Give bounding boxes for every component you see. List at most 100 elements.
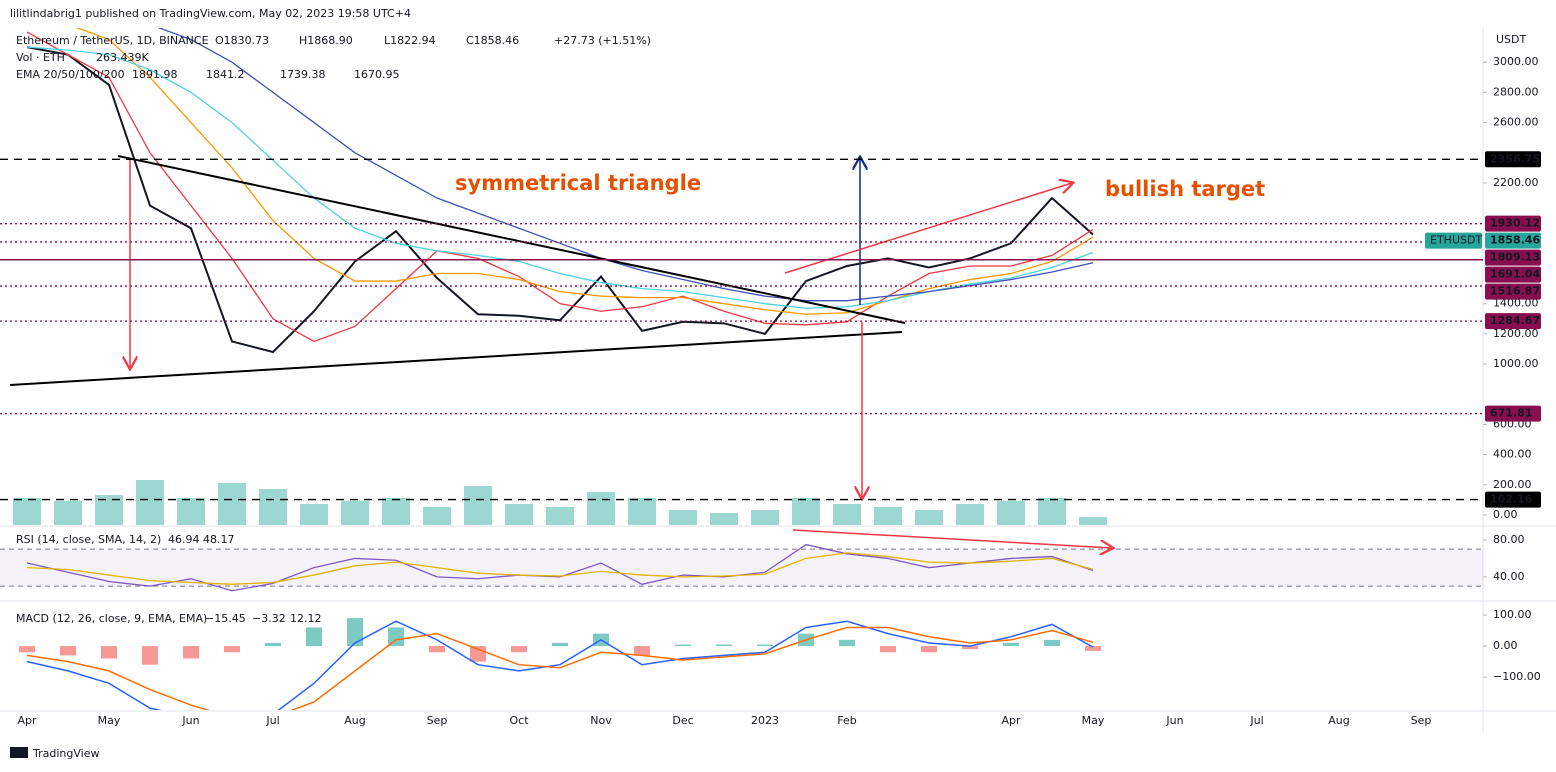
- y-tick-label: 2200.00: [1493, 176, 1539, 189]
- histogram-bar: [757, 644, 773, 647]
- x-tick-label: Jul: [265, 714, 279, 727]
- x-tick-label: Aug: [1328, 714, 1349, 727]
- x-tick-label: Apr: [1001, 714, 1021, 727]
- trend-line: [117, 155, 906, 324]
- volume-bar: [13, 498, 41, 525]
- volume-bar: [218, 483, 246, 525]
- volume-bar: [546, 507, 574, 525]
- ema-title: EMA 20/50/100/200: [16, 68, 125, 81]
- ema-value: 1670.95: [354, 68, 400, 81]
- volume-bar: [710, 513, 738, 525]
- brand: TradingView: [32, 747, 99, 760]
- signal-line: [26, 626, 1094, 710]
- ohlc: H1868.90: [299, 34, 353, 47]
- volume-bar: [956, 504, 984, 525]
- price-label-box: [1485, 215, 1541, 232]
- y-tick-label: 0.00: [1493, 639, 1518, 652]
- price-label-box: [1485, 283, 1541, 300]
- rsi-value: 48.17: [203, 533, 235, 546]
- macd-value: 12.12: [290, 612, 322, 625]
- histogram-bar: [224, 646, 240, 653]
- volume-title: Vol · ETH: [16, 51, 65, 64]
- volume-bar: [997, 501, 1025, 525]
- y-tick-label: 2600.00: [1493, 116, 1539, 129]
- volume-bar: [341, 501, 369, 525]
- histogram-bar: [19, 646, 35, 653]
- volume-bar: [505, 504, 533, 525]
- histogram-bar: [388, 627, 404, 647]
- x-tick-label: Sep: [427, 714, 448, 727]
- price-pane: [13, 28, 1107, 525]
- x-tick-label: Dec: [672, 714, 693, 727]
- annotation: symmetrical triangle: [455, 171, 701, 195]
- price-label-box: [1485, 405, 1541, 422]
- rsi-sma-line: [26, 552, 1094, 585]
- histogram-bar: [552, 642, 568, 647]
- histogram-bar: [1085, 646, 1101, 651]
- histogram-bar: [962, 646, 978, 650]
- histogram-bar: [142, 646, 158, 665]
- macd-title: MACD (12, 26, close, 9, EMA, EMA): [16, 612, 207, 625]
- y-tick-label: 1000.00: [1493, 357, 1539, 370]
- logo: [10, 747, 28, 758]
- histogram-bar: [839, 639, 855, 647]
- ema-line: [26, 31, 1094, 343]
- price-line: [26, 46, 1094, 354]
- y-tick-label: 200.00: [1493, 478, 1532, 491]
- macd-value: −15.45: [205, 612, 246, 625]
- macd-pane: [19, 618, 1101, 710]
- price-label: 1809.13: [1490, 251, 1540, 264]
- histogram-bar: [265, 642, 281, 647]
- ema-value: 1891.98: [132, 68, 178, 81]
- symbol-title: Ethereum / TetherUS, 1D, BINANCE: [16, 34, 209, 47]
- histogram-bar: [1003, 642, 1019, 647]
- y-tick-label: −100.00: [1493, 670, 1541, 683]
- volume-bar: [915, 510, 943, 525]
- ohlc: L1822.94: [384, 34, 436, 47]
- price-label: 1691.04: [1490, 268, 1540, 281]
- histogram-bar: [921, 646, 937, 653]
- volume-bar: [464, 486, 492, 525]
- byline: lilitlindabrig1 published on TradingView…: [10, 7, 411, 20]
- x-tick-label: Sep: [1411, 714, 1432, 727]
- rsi-band: [0, 549, 1483, 587]
- volume-value: 263.439K: [96, 51, 149, 64]
- x-tick-label: May: [1082, 714, 1105, 727]
- price-label: 1930.12: [1490, 217, 1540, 230]
- x-tick-label: Jun: [1165, 714, 1183, 727]
- volume-bar: [423, 507, 451, 525]
- ohlc: O1830.73: [215, 34, 269, 47]
- y-tick-label: 3000.00: [1493, 55, 1539, 68]
- rsi-value: 46.94: [168, 533, 200, 546]
- price-label: 671.81: [1490, 407, 1532, 420]
- ohlc: +27.73 (+1.51%): [554, 34, 651, 47]
- trend-line: [9, 331, 903, 386]
- y-tick-label: 40.00: [1493, 570, 1525, 583]
- arrow: [784, 183, 1072, 274]
- x-tick-label: Oct: [509, 714, 529, 727]
- histogram-bar: [306, 627, 322, 647]
- macd-line: [26, 620, 1094, 710]
- volume-bar: [136, 480, 164, 525]
- symbol-label-box: [1425, 232, 1482, 249]
- histogram-bar: [634, 646, 650, 656]
- y-tick-label: 100.00: [1493, 608, 1532, 621]
- histogram-bar: [183, 646, 199, 659]
- volume-bar: [587, 492, 615, 525]
- annotation: bullish target: [1105, 177, 1265, 201]
- ema-line: [157, 28, 1094, 302]
- price-label-box: [1485, 232, 1541, 249]
- symbol-label: ETHUSDT: [1430, 234, 1482, 247]
- drawings: [9, 155, 1112, 548]
- x-tick-label: Aug: [344, 714, 365, 727]
- x-tick-label: Nov: [590, 714, 612, 727]
- volume-bar: [1079, 517, 1107, 525]
- price-label: 1516.87: [1490, 285, 1540, 298]
- volume-bar: [382, 498, 410, 525]
- volume-bar: [54, 501, 82, 525]
- macd-value: −3.32: [252, 612, 286, 625]
- volume-bar: [669, 510, 697, 525]
- x-tick-label: Jul: [1249, 714, 1263, 727]
- ema-line: [26, 46, 1094, 309]
